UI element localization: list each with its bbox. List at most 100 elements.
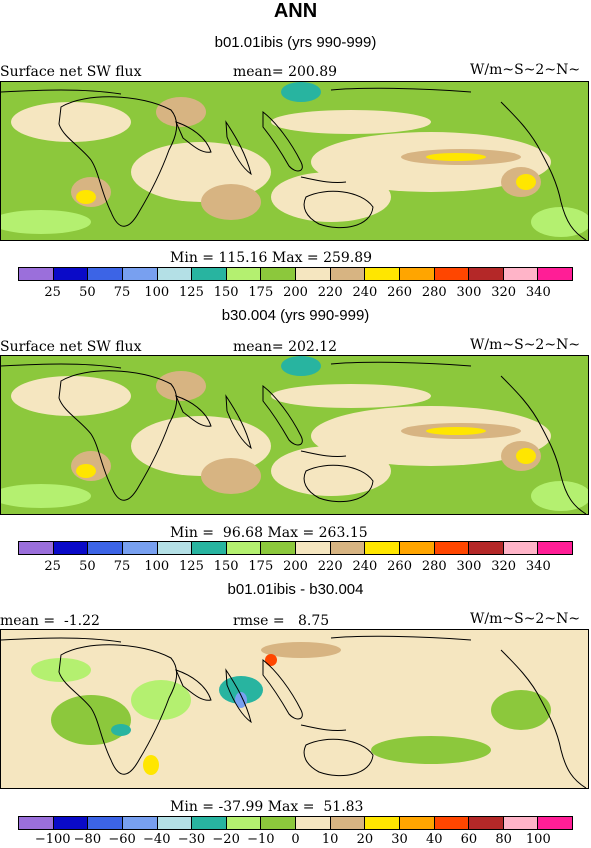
- colorbar-tick-label: 100: [144, 285, 170, 300]
- contour-region: [1, 484, 91, 508]
- contour-region: [11, 102, 131, 142]
- colorbar-box: [365, 817, 400, 829]
- colorbar-box: [538, 817, 572, 829]
- contour-region: [261, 642, 341, 658]
- colorbar-box: [192, 542, 227, 554]
- colorbar-box: [296, 817, 331, 829]
- coastline: [58, 370, 178, 501]
- panel-3-mean-label: mean = -1.22: [0, 613, 100, 629]
- colorbar-box: [19, 542, 54, 554]
- colorbar-box: [226, 268, 262, 280]
- colorbar-box: [296, 542, 331, 554]
- colorbar-tick-label: 200: [283, 285, 308, 300]
- colorbar-tick-label: 60: [460, 832, 478, 847]
- colorbar-box: [434, 542, 470, 554]
- contour-region: [491, 690, 551, 730]
- contour-region: [76, 464, 96, 478]
- colorbar-tick-label: 220: [317, 559, 343, 574]
- colorbar-box: [296, 268, 331, 280]
- colorbar-tick-label: 25: [44, 285, 61, 300]
- colorbar-box: [261, 268, 296, 280]
- colorbar-tick-label: 25: [44, 559, 61, 574]
- contour-region: [11, 376, 131, 416]
- colorbar-tick-label: 280: [421, 559, 447, 574]
- panel-2-minmax: Min = 96.68 Max = 263.15: [170, 525, 368, 541]
- coastline: [500, 649, 587, 788]
- map-contours: [1, 356, 588, 514]
- coastline: [58, 644, 178, 775]
- colorbar-box: [157, 542, 193, 554]
- colorbar-box: [53, 542, 89, 554]
- colorbar-box: [53, 268, 89, 280]
- coastline: [175, 668, 252, 724]
- colorbar-tick-label: 300: [456, 559, 482, 574]
- colorbar-tick-label: 20: [356, 832, 374, 847]
- colorbar-tick-label: −30: [177, 832, 206, 847]
- colorbar-box: [503, 817, 539, 829]
- contour-region: [201, 458, 261, 494]
- colorbar-tick-label: 280: [421, 285, 447, 300]
- contour-region: [265, 654, 277, 666]
- colorbar-tick-label: 175: [248, 285, 274, 300]
- panel-1-units: W/m~S~2~N~: [470, 62, 581, 78]
- coastline: [175, 394, 252, 450]
- contour-region: [371, 736, 491, 764]
- contour-region: [31, 658, 91, 682]
- contour-region: [271, 384, 431, 408]
- contour-region: [1, 210, 91, 234]
- panel-2-units: W/m~S~2~N~: [470, 337, 581, 353]
- colorbar-box: [434, 268, 470, 280]
- colorbar-tick-label: 300: [456, 285, 482, 300]
- colorbar-box: [19, 268, 54, 280]
- colorbar-tick-label: −60: [108, 832, 136, 847]
- panel-2-mean-label: mean= 202.12: [233, 339, 338, 355]
- colorbar-box: [330, 817, 366, 829]
- colorbar-tick-label: −40: [143, 832, 171, 847]
- contour-region: [271, 110, 431, 134]
- contour-region: [235, 692, 247, 708]
- panel-1-minmax: Min = 115.16 Max = 259.89: [170, 250, 373, 266]
- contour-region: [516, 174, 536, 190]
- colorbar-box: [399, 268, 435, 280]
- colorbar-tick-label: 240: [352, 285, 378, 300]
- coastline: [262, 658, 347, 731]
- map-contours: [1, 82, 588, 240]
- colorbar-tick-label: 240: [352, 559, 378, 574]
- colorbar-tick-label: 200: [283, 559, 308, 574]
- colorbar-tick-label: 125: [179, 285, 204, 300]
- colorbar-box: [226, 542, 262, 554]
- colorbar-box: [399, 817, 435, 829]
- colorbar-box: [192, 268, 227, 280]
- colorbar-tick-label: 220: [317, 285, 343, 300]
- colorbar-box: [88, 542, 123, 554]
- colorbar-tick-label: 320: [491, 285, 517, 300]
- panel-1-title: b01.01ibis (yrs 990-999): [214, 34, 377, 51]
- coastline: [262, 384, 347, 457]
- colorbar-box: [399, 542, 435, 554]
- colorbar-tick-label: −20: [212, 832, 240, 847]
- contour-region: [156, 97, 206, 127]
- colorbar-box: [469, 268, 504, 280]
- colorbar-tick-label: 340: [525, 559, 551, 574]
- contour-region: [426, 153, 486, 161]
- colorbar-box: [192, 817, 227, 829]
- colorbar-box: [503, 268, 539, 280]
- contour-region: [131, 680, 191, 720]
- colorbar-box: [503, 542, 539, 554]
- colorbar-tick-label: −10: [247, 832, 275, 847]
- coastline: [1, 87, 472, 95]
- coastline: [58, 96, 178, 227]
- colorbar-tick-label: 10: [321, 832, 339, 847]
- colorbar-box: [88, 268, 123, 280]
- contour-region: [76, 190, 96, 204]
- colorbar-box: [122, 542, 158, 554]
- colorbar-box: [88, 817, 123, 829]
- colorbar-tick-label: 260: [387, 559, 412, 574]
- colorbar-box: [538, 542, 572, 554]
- contour-region: [281, 356, 321, 376]
- colorbar-box: [157, 268, 193, 280]
- colorbar-tick-label: 175: [248, 559, 274, 574]
- colorbar-tick-label: 125: [179, 559, 204, 574]
- colorbar-tick-label: 0: [291, 832, 300, 847]
- coastline: [262, 110, 347, 183]
